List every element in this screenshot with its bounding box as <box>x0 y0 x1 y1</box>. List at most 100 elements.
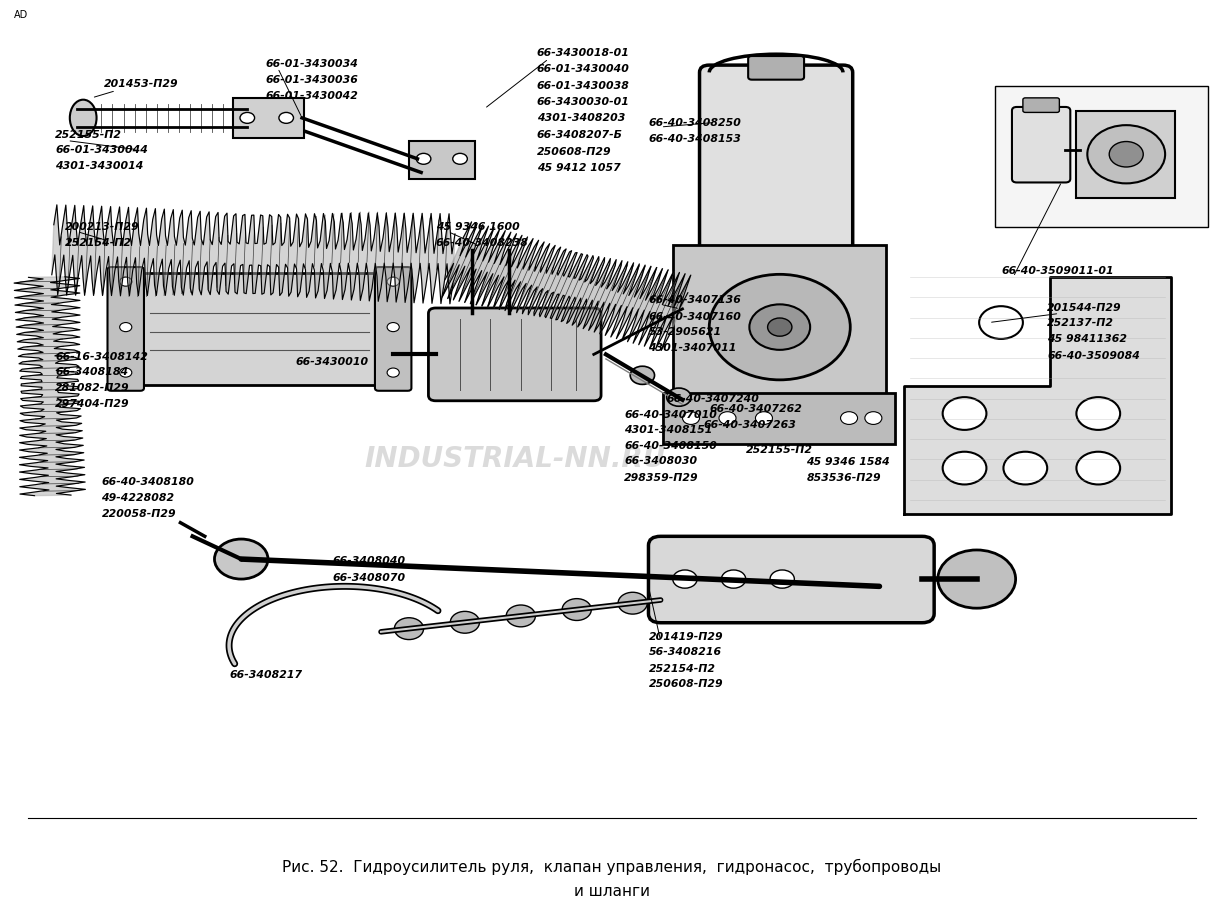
Circle shape <box>120 322 132 331</box>
Text: 66-40-3407240: 66-40-3407240 <box>667 394 760 404</box>
Text: 252154-П2: 252154-П2 <box>65 238 132 248</box>
Text: 66-3430010: 66-3430010 <box>296 357 370 367</box>
Circle shape <box>721 570 745 588</box>
FancyBboxPatch shape <box>700 65 853 257</box>
Circle shape <box>1087 125 1165 184</box>
Polygon shape <box>13 277 86 496</box>
Circle shape <box>942 452 987 485</box>
Circle shape <box>618 592 647 614</box>
Circle shape <box>979 307 1023 339</box>
Text: 252137-П2: 252137-П2 <box>1048 318 1114 328</box>
Text: 66-40-3407010: 66-40-3407010 <box>624 409 717 420</box>
Text: 4301-3407011: 4301-3407011 <box>649 343 737 353</box>
Circle shape <box>938 550 1016 609</box>
Text: 201453-П29: 201453-П29 <box>104 79 179 89</box>
Circle shape <box>755 411 772 424</box>
Text: 66-01-3430044: 66-01-3430044 <box>55 145 148 155</box>
Text: 56-3408216: 56-3408216 <box>649 647 722 657</box>
Circle shape <box>1076 397 1120 430</box>
Text: 66-40-3407263: 66-40-3407263 <box>703 420 796 430</box>
Text: 66-3408184: 66-3408184 <box>55 367 129 377</box>
Text: 200213-П29: 200213-П29 <box>65 222 140 232</box>
Text: 66-3408217: 66-3408217 <box>229 670 302 680</box>
Text: 66-16-3408142: 66-16-3408142 <box>55 352 148 362</box>
Text: 45 9346 1584: 45 9346 1584 <box>807 457 890 467</box>
Text: 853536-П29: 853536-П29 <box>807 473 881 483</box>
Text: 4301-3430014: 4301-3430014 <box>55 161 143 171</box>
Text: 252155-П2: 252155-П2 <box>745 445 813 455</box>
FancyBboxPatch shape <box>1023 98 1059 112</box>
Circle shape <box>749 305 810 350</box>
Text: 66-40-3408153: 66-40-3408153 <box>649 134 742 144</box>
Polygon shape <box>442 222 690 351</box>
Circle shape <box>865 411 881 424</box>
Circle shape <box>507 605 535 627</box>
Text: 201544-П29: 201544-П29 <box>1048 303 1122 312</box>
Text: 252154-П2: 252154-П2 <box>649 664 716 674</box>
Text: 66-01-3430042: 66-01-3430042 <box>266 92 359 102</box>
Polygon shape <box>903 277 1171 513</box>
Text: 297404-П29: 297404-П29 <box>55 399 130 409</box>
Text: 66-3430018-01: 66-3430018-01 <box>536 48 629 58</box>
Text: 66-3430030-01: 66-3430030-01 <box>536 97 629 107</box>
Circle shape <box>453 153 468 164</box>
Text: 4301-3408151: 4301-3408151 <box>624 425 712 435</box>
Text: 66-3408040: 66-3408040 <box>333 556 405 566</box>
Text: 53-2905621: 53-2905621 <box>649 327 722 337</box>
Text: 45 98411362: 45 98411362 <box>1048 334 1127 344</box>
Circle shape <box>120 368 132 377</box>
Text: 66-40-3408150: 66-40-3408150 <box>624 441 717 451</box>
Circle shape <box>718 411 736 424</box>
Circle shape <box>942 397 987 430</box>
Text: 66-3408070: 66-3408070 <box>333 573 405 583</box>
Text: 66-40-3407160: 66-40-3407160 <box>649 311 742 321</box>
Circle shape <box>214 539 268 579</box>
Text: INDUSTRIAL-NN.RU: INDUSTRIAL-NN.RU <box>364 445 666 473</box>
Circle shape <box>1109 141 1143 167</box>
Circle shape <box>1004 452 1048 485</box>
Circle shape <box>709 274 851 380</box>
Circle shape <box>387 368 399 377</box>
FancyBboxPatch shape <box>375 267 411 391</box>
Circle shape <box>683 411 700 424</box>
Text: и шланги: и шланги <box>574 884 650 899</box>
Circle shape <box>770 570 794 588</box>
Text: 66-40-3408238: 66-40-3408238 <box>436 238 529 248</box>
Text: 66-40-3407262: 66-40-3407262 <box>709 405 802 414</box>
Text: 66-40-3408250: 66-40-3408250 <box>649 118 742 128</box>
Text: 66-3408207-Б: 66-3408207-Б <box>536 129 623 140</box>
Polygon shape <box>51 205 455 304</box>
Text: 250608-П29: 250608-П29 <box>536 147 611 157</box>
Text: 66-01-3430040: 66-01-3430040 <box>536 64 629 74</box>
Text: 250608-П29: 250608-П29 <box>649 679 723 689</box>
Text: 66-01-3430038: 66-01-3430038 <box>536 81 629 91</box>
Text: 49-4228082: 49-4228082 <box>102 493 175 503</box>
Circle shape <box>562 599 591 621</box>
FancyBboxPatch shape <box>121 274 398 386</box>
Circle shape <box>240 112 255 123</box>
Text: 66-3408030: 66-3408030 <box>624 456 698 466</box>
Text: 281082-П29: 281082-П29 <box>55 384 130 394</box>
Ellipse shape <box>70 100 97 136</box>
Text: 201419-П29: 201419-П29 <box>649 632 723 642</box>
Circle shape <box>1076 452 1120 485</box>
Text: 45 9412 1057: 45 9412 1057 <box>536 163 621 174</box>
Text: 298359-П29: 298359-П29 <box>624 473 699 483</box>
Text: 252155-П2: 252155-П2 <box>55 129 122 140</box>
Text: АD: АD <box>13 9 28 19</box>
FancyBboxPatch shape <box>673 245 885 409</box>
FancyBboxPatch shape <box>233 98 305 138</box>
FancyBboxPatch shape <box>748 56 804 80</box>
Text: 45 9346 1600: 45 9346 1600 <box>436 222 519 232</box>
Circle shape <box>667 388 692 407</box>
Text: 4301-3408203: 4301-3408203 <box>536 113 625 123</box>
FancyBboxPatch shape <box>409 140 475 179</box>
Circle shape <box>387 322 399 331</box>
Text: 66-40-3509084: 66-40-3509084 <box>1048 351 1140 361</box>
Circle shape <box>416 153 431 164</box>
Text: 220058-П29: 220058-П29 <box>102 509 176 519</box>
Text: 66-01-3430036: 66-01-3430036 <box>266 75 359 85</box>
Circle shape <box>630 366 655 385</box>
Text: 66-40-3407136: 66-40-3407136 <box>649 296 742 306</box>
FancyBboxPatch shape <box>995 86 1208 227</box>
